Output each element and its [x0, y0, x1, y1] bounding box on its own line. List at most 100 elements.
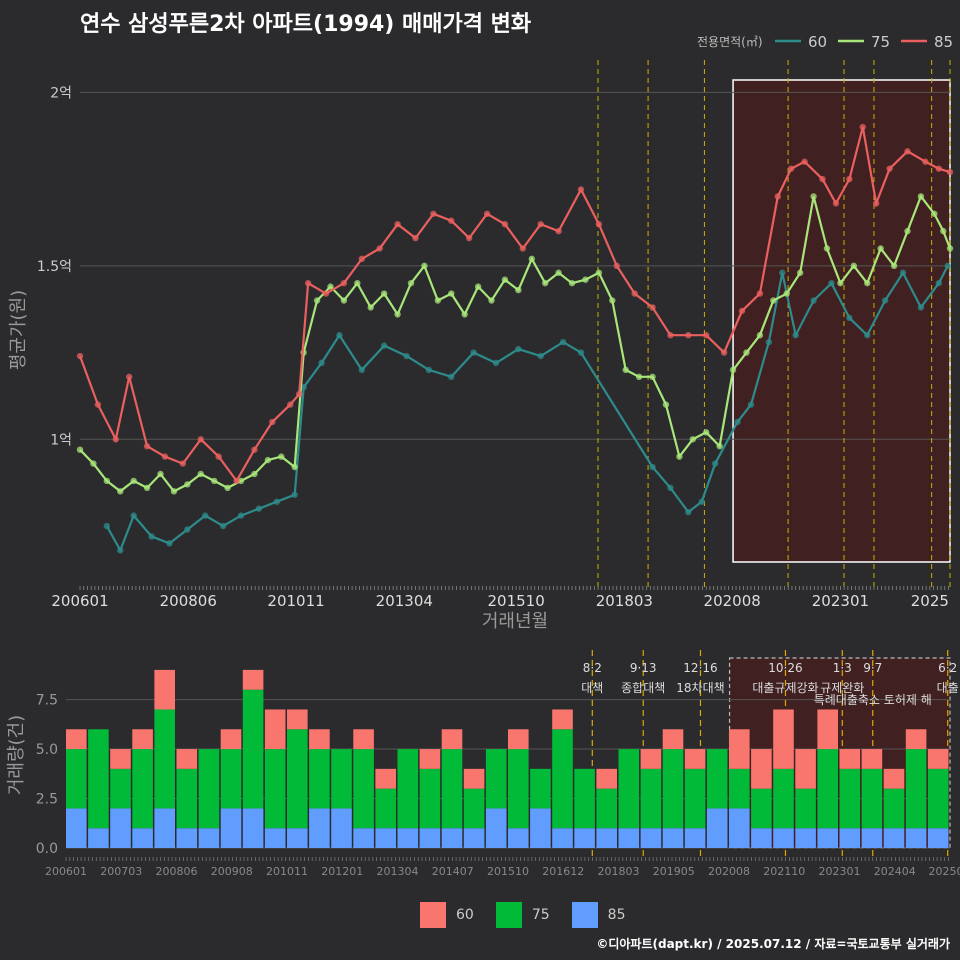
volume-bar-60	[154, 669, 175, 710]
volume-bar-75	[662, 749, 684, 829]
volume-bar-75	[88, 729, 109, 829]
volume-bar-60	[640, 749, 662, 769]
volume-bar-85	[905, 828, 927, 848]
volume-xtick-label: 202301	[819, 865, 861, 878]
policy-name-label: 18차대책	[676, 680, 724, 695]
volume-bar-75	[839, 768, 861, 829]
volume-bar-60	[132, 729, 153, 750]
volume-bar-85	[375, 828, 396, 848]
volume-xtick-label: 201612	[542, 865, 584, 878]
volume-bar-85	[662, 828, 684, 848]
volume-bar-75	[883, 788, 905, 829]
volume-bar-85	[861, 828, 883, 848]
policy-date-label: 10·26	[768, 661, 802, 675]
price-line-85	[78, 126, 951, 483]
volume-bar-75	[419, 768, 441, 829]
volume-bar-75	[574, 768, 595, 829]
volume-bar-85	[419, 828, 441, 848]
volume-xtick-label: 20250	[929, 865, 960, 878]
price-line-75	[79, 194, 952, 493]
volume-bar-60	[927, 749, 949, 769]
price-xtick-label: 202008	[704, 592, 761, 610]
policy-date-label: 8·2	[583, 661, 602, 675]
volume-bar-75	[331, 749, 352, 809]
legend-swatch-75	[495, 902, 522, 928]
policy-date-label: 6·2	[938, 661, 957, 675]
volume-bar-60	[684, 749, 706, 769]
volume-xtick-label: 201407	[432, 865, 474, 878]
volume-bar-85	[198, 828, 220, 848]
price-x-axis-title: 거래년월	[482, 611, 548, 632]
volume-bar-85	[309, 808, 330, 848]
volume-bar-60	[375, 768, 396, 789]
price-xtick-label: 200806	[160, 592, 217, 610]
volume-bar-85	[88, 828, 109, 848]
volume-bar-60	[552, 709, 573, 730]
volume-bar-60	[861, 749, 883, 769]
volume-bar-75	[264, 749, 286, 829]
volume-bar-60	[220, 729, 242, 750]
volume-ytick-label: 5.0	[36, 742, 58, 758]
volume-bar-85	[640, 828, 662, 848]
volume-bar-85	[508, 828, 529, 848]
volume-bar-60	[66, 729, 87, 750]
volume-bar-60	[773, 709, 794, 769]
volume-bar-75	[618, 749, 640, 829]
legend-swatch-60	[420, 902, 446, 928]
policy-name-label: 대출규제강화	[752, 681, 818, 695]
volume-bar-75	[397, 749, 419, 829]
price-y-axis-title: 평균가(원)	[8, 290, 29, 370]
volume-bar-75	[242, 689, 264, 809]
policy-name-label: 대책	[581, 680, 603, 695]
legend-label-60: 60	[808, 33, 827, 51]
volume-bar-85	[220, 808, 242, 848]
volume-bar-60	[883, 768, 905, 789]
volume-ytick-label: 2.5	[36, 792, 58, 808]
volume-y-axis-title: 거래량(건)	[6, 715, 27, 795]
price-xtick-label: 202301	[812, 592, 869, 610]
volume-bar-85	[66, 808, 87, 848]
volume-bar-75	[485, 749, 507, 809]
volume-bar-85	[397, 828, 419, 848]
volume-bar-75	[795, 788, 816, 829]
volume-bar-85	[530, 808, 551, 848]
policy-name-label: 대출	[937, 681, 959, 695]
volume-bar-60	[242, 669, 264, 690]
volume-bar-85	[463, 828, 485, 848]
legend-swatch-85	[571, 902, 598, 928]
volume-bar-85	[552, 828, 573, 848]
volume-bar-85	[331, 808, 352, 848]
volume-xtick-label: 202110	[763, 865, 805, 878]
volume-bar-75	[530, 768, 551, 809]
volume-bar-85	[751, 828, 772, 848]
price-xtick-label: 200601	[51, 592, 108, 610]
volume-xtick-label: 201304	[377, 865, 419, 878]
volume-bar-85	[596, 828, 617, 848]
price-ytick-label: 1억	[50, 432, 72, 448]
legend-label-75: 75	[871, 33, 890, 51]
volume-bar-60	[110, 749, 131, 769]
volume-xtick-label: 201905	[653, 865, 695, 878]
volume-bar-75	[220, 749, 242, 809]
policy-date-label: 9·7	[863, 661, 882, 675]
volume-bar-75	[132, 749, 153, 829]
policy-name-label: 종합대책	[621, 680, 665, 695]
volume-bar-75	[463, 788, 485, 829]
policy-date-label: 1·3	[833, 661, 852, 675]
volume-bar-85	[154, 808, 175, 848]
volume-bar-60	[463, 768, 485, 789]
volume-bar-75	[773, 768, 794, 829]
volume-bar-85	[927, 828, 949, 848]
volume-xtick-label: 201011	[266, 865, 308, 878]
policy-date-label: 9·13	[630, 661, 657, 675]
policy-name-label: 특례대출축소 토허제 해	[814, 693, 932, 707]
price-xtick-label: 2025	[911, 592, 949, 610]
volume-bar-85	[773, 828, 794, 848]
legend-label-85: 85	[607, 907, 626, 923]
volume-bar-60	[441, 729, 463, 750]
volume-bar-85	[883, 828, 905, 848]
volume-bar-75	[198, 749, 220, 829]
price-xtick-label: 201803	[596, 592, 653, 610]
policy-name-label: 규제완화	[820, 681, 864, 695]
